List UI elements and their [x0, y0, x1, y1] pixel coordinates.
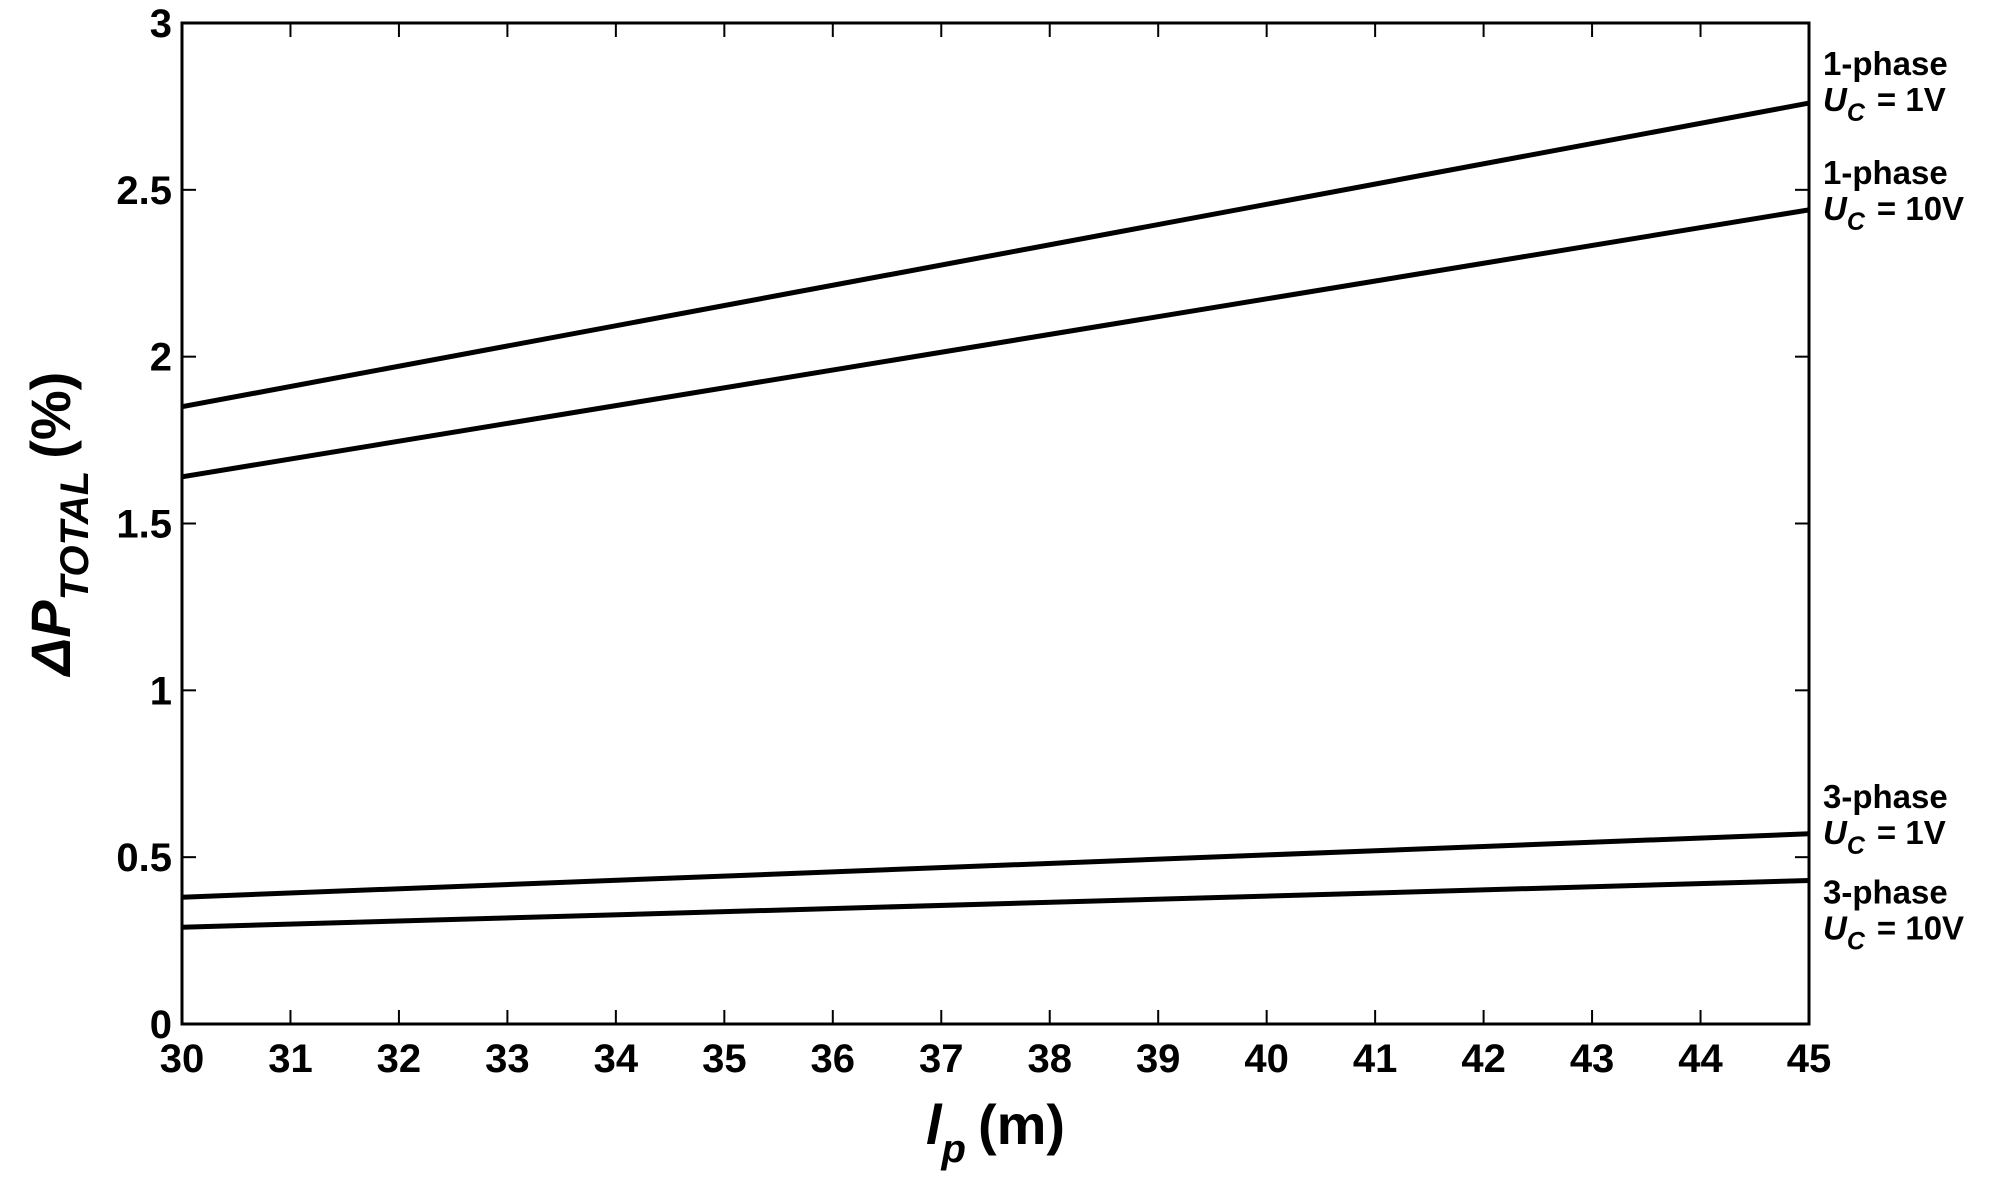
y-axis-label: ΔPTOTAL (%) — [19, 372, 97, 678]
y-tick-label: 0 — [150, 1003, 172, 1047]
series-label: 3-phase — [1823, 778, 1948, 815]
condition-text: = 10V — [1877, 910, 1964, 947]
series-line — [181, 100, 1810, 410]
x-label-symbol: l — [926, 1093, 943, 1156]
series-condition: UC = 1V — [1823, 81, 1946, 127]
y-label-unit: (%) — [19, 372, 82, 459]
x-tick-label: 40 — [1244, 1037, 1289, 1081]
x-tick-label: 42 — [1461, 1037, 1506, 1081]
x-tick-label: 31 — [268, 1037, 313, 1081]
series-label: 3-phase — [1823, 874, 1948, 911]
y-tick-label: 1 — [150, 669, 172, 713]
condition-subscript: C — [1847, 928, 1866, 956]
x-label-subscript: p — [941, 1127, 966, 1171]
x-tick-label: 37 — [919, 1037, 964, 1081]
series-label: 1-phase — [1823, 45, 1948, 82]
condition-symbol: U — [1823, 190, 1848, 227]
x-tick-label: 44 — [1678, 1037, 1723, 1081]
condition-text: = 1V — [1877, 81, 1946, 118]
condition-text: = 1V — [1877, 814, 1946, 851]
condition-subscript: C — [1847, 99, 1866, 127]
x-tick-label: 45 — [1787, 1037, 1832, 1081]
x-label-unit: (m) — [978, 1093, 1065, 1156]
condition-symbol: U — [1823, 910, 1848, 947]
x-tick-label: 35 — [702, 1037, 747, 1081]
condition-symbol: U — [1823, 81, 1848, 118]
series-line — [181, 831, 1810, 900]
series-condition: UC = 1V — [1823, 814, 1946, 860]
y-tick-label: 0.5 — [116, 836, 172, 880]
y-tick-label: 2 — [150, 336, 172, 380]
y-label-subscript: TOTAL — [53, 471, 97, 601]
series-condition: UC = 10V — [1823, 910, 1964, 956]
x-tick-label: 38 — [1027, 1037, 1072, 1081]
x-axis-label: lp (m) — [926, 1093, 1065, 1171]
x-tick-label: 34 — [594, 1037, 639, 1081]
series-condition: UC = 10V — [1823, 190, 1964, 236]
x-tick-label: 39 — [1136, 1037, 1181, 1081]
series-line — [181, 207, 1810, 480]
y-tick-label: 1.5 — [116, 503, 172, 547]
condition-symbol: U — [1823, 814, 1848, 851]
y-label-symbol: ΔP — [19, 600, 82, 678]
plot-frame — [180, 21, 1811, 1026]
series-line — [181, 878, 1810, 930]
x-tick-label: 32 — [377, 1037, 422, 1081]
x-tick-label: 43 — [1570, 1037, 1615, 1081]
x-tick-label: 33 — [485, 1037, 530, 1081]
y-tick-label: 3 — [150, 2, 172, 46]
series-label: 1-phase — [1823, 154, 1948, 191]
condition-text: = 10V — [1877, 190, 1964, 227]
condition-subscript: C — [1847, 208, 1866, 236]
y-tick-label: 2.5 — [116, 169, 172, 213]
x-tick-label: 41 — [1353, 1037, 1398, 1081]
condition-subscript: C — [1847, 832, 1866, 860]
x-tick-label: 30 — [160, 1037, 205, 1081]
x-tick-label: 36 — [811, 1037, 856, 1081]
